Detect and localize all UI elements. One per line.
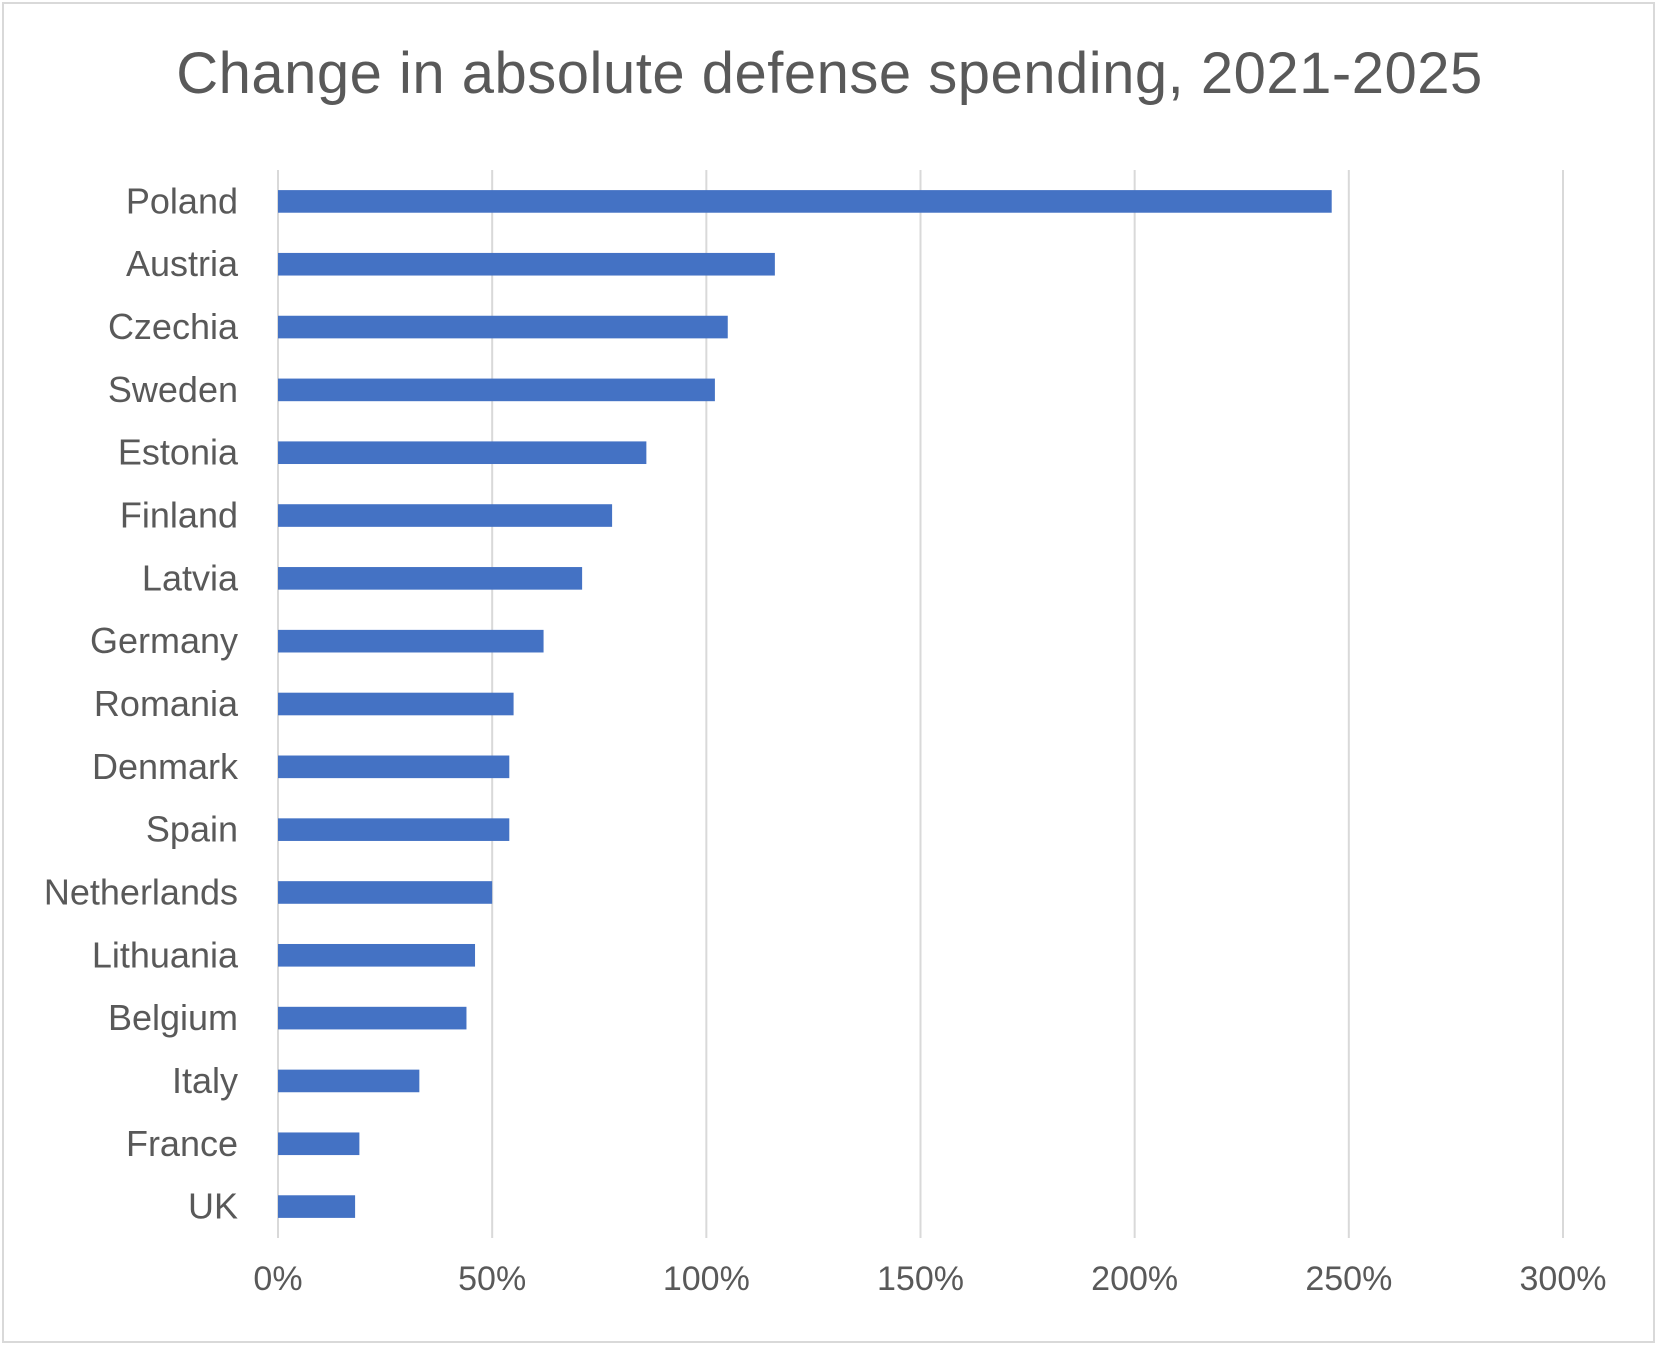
bar-finland: [278, 504, 613, 527]
bar-estonia: [278, 441, 647, 465]
bar-italy: [278, 1069, 420, 1093]
category-label-denmark: Denmark: [92, 746, 239, 787]
category-label-germany: Germany: [90, 620, 238, 661]
x-tick-label: 200%: [1091, 1260, 1178, 1298]
bar-netherlands: [278, 881, 493, 904]
bar-belgium: [278, 1006, 467, 1030]
category-label-lithuania: Lithuania: [92, 934, 239, 975]
bar-austria: [278, 252, 775, 276]
bar-germany: [278, 629, 544, 653]
x-tick-labels: 0% 50% 100% 150% 200% 250% 300%: [253, 1260, 1606, 1298]
x-tick-label: 250%: [1305, 1260, 1392, 1298]
category-label-romania: Romania: [94, 683, 239, 724]
category-labels: Poland Austria Czechia Sweden Estonia Finland…: [44, 180, 239, 1226]
category-label-finland: Finland: [120, 495, 238, 536]
bar-uk: [278, 1195, 356, 1218]
category-label-france: France: [126, 1123, 238, 1164]
category-label-sweden: Sweden: [108, 369, 238, 410]
bar-poland: [278, 190, 1332, 213]
category-label-netherlands: Netherlands: [44, 871, 238, 912]
x-tick-label: 150%: [877, 1260, 964, 1298]
category-label-latvia: Latvia: [142, 557, 239, 598]
chart-title: Change in absolute defense spending, 202…: [176, 41, 1483, 106]
x-tick-label: 300%: [1520, 1260, 1607, 1298]
x-tick-label: 50%: [458, 1260, 526, 1298]
category-label-poland: Poland: [126, 180, 238, 221]
category-label-estonia: Estonia: [118, 432, 239, 473]
bars: [278, 190, 1332, 1218]
category-label-belgium: Belgium: [108, 997, 238, 1038]
x-tick-label: 0%: [253, 1260, 302, 1298]
bar-france: [278, 1132, 360, 1156]
category-label-spain: Spain: [146, 809, 238, 850]
gridlines: [277, 170, 1564, 1238]
category-label-czechia: Czechia: [108, 306, 239, 347]
category-label-italy: Italy: [172, 1060, 238, 1101]
bar-latvia: [278, 567, 583, 590]
category-label-austria: Austria: [126, 243, 239, 284]
category-label-uk: UK: [188, 1186, 238, 1227]
bar-denmark: [278, 755, 510, 779]
bar-lithuania: [278, 943, 476, 967]
bar-romania: [278, 692, 514, 716]
bar-spain: [278, 818, 510, 841]
x-tick-label: 100%: [663, 1260, 750, 1298]
bar-sweden: [278, 378, 715, 402]
bar-czechia: [278, 315, 728, 339]
